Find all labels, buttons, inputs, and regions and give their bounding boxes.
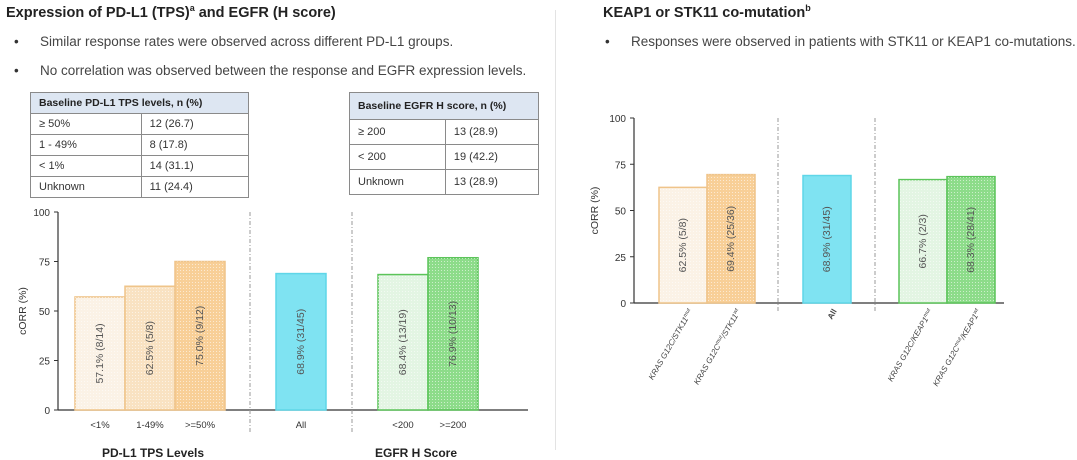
left-bullet-2-text: No correlation was observed between the … bbox=[40, 63, 527, 78]
y-tick-label: 50 bbox=[615, 207, 627, 218]
data-label: 68.4% (13/19) bbox=[397, 309, 409, 375]
y-tick-label: 25 bbox=[39, 357, 51, 368]
left-title-suffix: and EGFR (H score) bbox=[194, 4, 336, 21]
bar-texture bbox=[175, 261, 225, 410]
table-cell: 13 (28.9) bbox=[444, 169, 540, 195]
data-label: 69.4% (25/36) bbox=[725, 206, 737, 272]
group-label-pdl1: PD-L1 TPS Levels bbox=[102, 446, 204, 460]
table-row: 1 - 49% 8 (17.8) bbox=[30, 134, 250, 156]
egfr-table-header: Baseline EGFR H score, n (%) bbox=[349, 92, 539, 120]
data-label: 75.0% (9/12) bbox=[194, 306, 206, 366]
data-label: 57.1% (8/14) bbox=[94, 323, 106, 383]
y-tick-label: 25 bbox=[615, 253, 627, 264]
bar-texture bbox=[428, 257, 478, 410]
bar-texture bbox=[899, 179, 947, 303]
table-cell: 19 (42.2) bbox=[444, 144, 540, 170]
pdl1-table-header: Baseline PD-L1 TPS levels, n (%) bbox=[30, 92, 249, 114]
data-label: 66.7% (2/3) bbox=[917, 214, 929, 268]
x-tick-label: <1% bbox=[90, 420, 110, 431]
table-cell: Unknown bbox=[30, 176, 142, 198]
data-label: 68.3% (28/41) bbox=[965, 207, 977, 273]
bullet-dot: • bbox=[605, 34, 610, 49]
x-tick-label: KRAS G12C/KEAP1mut bbox=[886, 307, 935, 383]
table-row: Unknown 11 (24.4) bbox=[30, 176, 250, 198]
y-tick-label: 0 bbox=[620, 299, 626, 310]
table-row: ≥ 200 13 (28.9) bbox=[349, 119, 540, 145]
y-tick-label: 75 bbox=[39, 258, 51, 269]
left-title-footnote: a bbox=[189, 3, 195, 13]
group-label-egfr: EGFR H Score bbox=[375, 446, 457, 460]
table-row: Unknown 13 (28.9) bbox=[349, 169, 540, 195]
bullet-dot: • bbox=[14, 34, 19, 49]
y-tick-label: 75 bbox=[615, 160, 627, 171]
right-section-title: KEAP1 or STK11 co-mutationb bbox=[603, 3, 811, 21]
table-row: < 1% 14 (31.1) bbox=[30, 155, 250, 177]
data-label: 68.9% (31/45) bbox=[295, 309, 307, 375]
left-bullet-2: • No correlation was observed between the… bbox=[14, 63, 526, 78]
table-row: < 200 19 (42.2) bbox=[349, 144, 540, 170]
y-tick-label: 100 bbox=[33, 208, 50, 219]
data-label: 62.5% (5/8) bbox=[677, 218, 689, 272]
x-tick-label: All bbox=[296, 420, 307, 431]
table-cell: 8 (17.8) bbox=[140, 134, 250, 156]
table-cell: 13 (28.9) bbox=[444, 119, 540, 145]
left-bullet-1-text: Similar response rates were observed acr… bbox=[40, 34, 454, 49]
right-bullet-1-text: Responses were observed in patients with… bbox=[631, 34, 1076, 49]
bar-texture bbox=[947, 176, 995, 303]
left-title-main: Expression of PD-L1 (TPS) bbox=[6, 4, 190, 21]
y-tick-label: 0 bbox=[44, 406, 50, 417]
right-title-footnote: b bbox=[805, 3, 811, 13]
bar-texture bbox=[125, 286, 175, 410]
x-tick-label: >=200 bbox=[440, 420, 467, 431]
bar bbox=[275, 272, 327, 411]
y-axis-title: cORR (%) bbox=[17, 287, 29, 335]
table-cell: Unknown bbox=[349, 169, 446, 195]
data-label: 76.9% (10/13) bbox=[447, 301, 459, 367]
left-bullet-1: • Similar response rates were observed ac… bbox=[14, 34, 453, 49]
right-title-main: KEAP1 or STK11 co-mutation bbox=[603, 4, 806, 21]
table-cell: ≥ 200 bbox=[349, 119, 446, 145]
x-tick-label: KRAS G12Cmut/KEAP1wt bbox=[931, 307, 983, 388]
x-tick-label: >=50% bbox=[185, 420, 216, 431]
y-axis-title: cORR (%) bbox=[589, 187, 601, 235]
data-label: 62.5% (5/8) bbox=[144, 321, 156, 375]
y-tick-label: 50 bbox=[39, 307, 51, 318]
left-section-title: Expression of PD-L1 (TPS)a and EGFR (H s… bbox=[6, 3, 336, 21]
table-cell: 12 (26.7) bbox=[140, 113, 250, 135]
bar-texture bbox=[378, 274, 428, 410]
y-tick-label: 100 bbox=[609, 114, 626, 125]
data-label: 68.9% (31/45) bbox=[821, 206, 833, 272]
bar bbox=[802, 174, 852, 304]
pdl1-table: Baseline PD-L1 TPS levels, n (%) ≥ 50% 12… bbox=[30, 92, 250, 198]
bullet-dot: • bbox=[14, 63, 19, 78]
egfr-table: Baseline EGFR H score, n (%) ≥ 200 13 (28… bbox=[349, 92, 540, 195]
bar-texture bbox=[707, 174, 755, 303]
table-row: ≥ 50% 12 (26.7) bbox=[30, 113, 250, 135]
x-tick-label: KRAS G12Cmut/STK11wt bbox=[692, 307, 743, 386]
bar-texture bbox=[659, 187, 707, 303]
section-divider bbox=[555, 10, 556, 450]
x-tick-label: All bbox=[826, 308, 839, 321]
x-tick-label: <200 bbox=[392, 420, 413, 431]
bar-texture bbox=[75, 296, 125, 410]
x-tick-label: 1-49% bbox=[136, 420, 164, 431]
x-tick-label: KRAS G12C/STK11mut bbox=[647, 307, 695, 381]
right-bullet-1: • Responses were observed in patients wit… bbox=[605, 34, 1076, 49]
table-cell: 11 (24.4) bbox=[140, 176, 250, 198]
